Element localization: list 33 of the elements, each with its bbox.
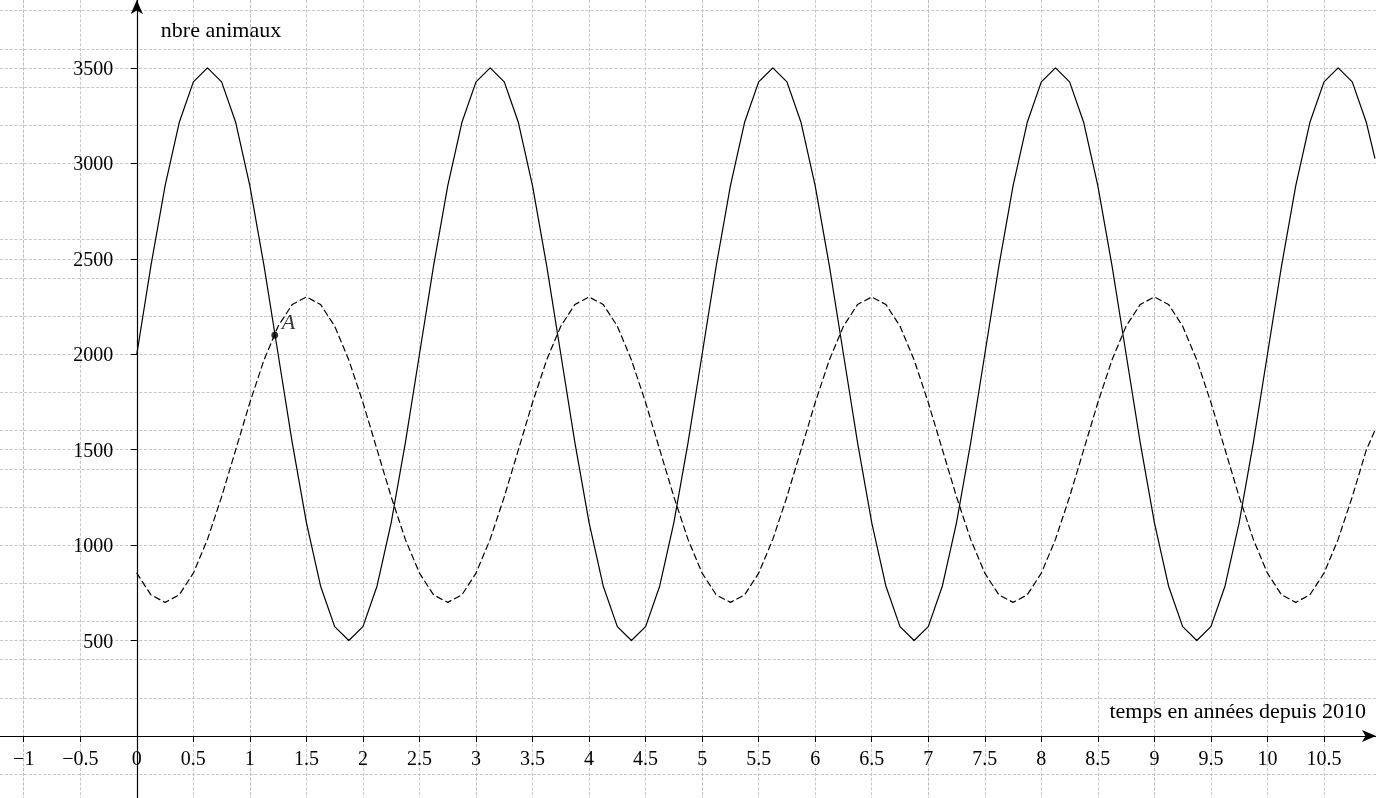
x-tick-label: 9 (1149, 747, 1160, 770)
x-tick-label: 3.5 (520, 747, 546, 770)
x-tick-label: −1 (13, 747, 35, 770)
y-tick-label: 2500 (73, 247, 114, 270)
x-tick-label: 4 (584, 747, 595, 770)
x-tick-label: 2 (357, 747, 368, 770)
x-tick-label: −0.5 (62, 747, 99, 770)
x-tick-label: 0.5 (180, 747, 206, 770)
x-tick-label: 10.5 (1306, 747, 1342, 770)
y-axis-title: nbre animaux (160, 16, 282, 42)
y-tick-label: 2000 (73, 343, 114, 366)
x-tick-label: 6.5 (859, 747, 885, 770)
x-tick-label: 1.5 (293, 747, 319, 770)
x-tick-label: 1 (244, 747, 255, 770)
y-tick-label: 500 (83, 629, 114, 652)
x-tick-label: 9.5 (1198, 747, 1224, 770)
annotation: A (279, 308, 296, 334)
y-tick-label: 3500 (73, 56, 114, 79)
x-axis-title: temps en années depuis 2010 (1109, 698, 1366, 724)
x-tick-label: 6 (810, 747, 821, 770)
x-tick-label: 7 (923, 747, 934, 770)
x-tick-label: 5 (697, 747, 708, 770)
y-tick-label: 1000 (73, 534, 114, 557)
x-tick-label: 5.5 (746, 747, 772, 770)
x-tick-label: 3 (471, 747, 481, 770)
x-tick-label: 8.5 (1085, 747, 1111, 770)
x-tick-label: 8 (1036, 747, 1047, 770)
y-tick-label: 3000 (73, 152, 114, 175)
x-tick-label: 4.5 (633, 747, 659, 770)
x-tick-label: 7.5 (972, 747, 998, 770)
y-tick-label: 1500 (73, 438, 114, 461)
x-tick-label: 10 (1257, 747, 1278, 770)
x-tick-label: 2.5 (406, 747, 432, 770)
